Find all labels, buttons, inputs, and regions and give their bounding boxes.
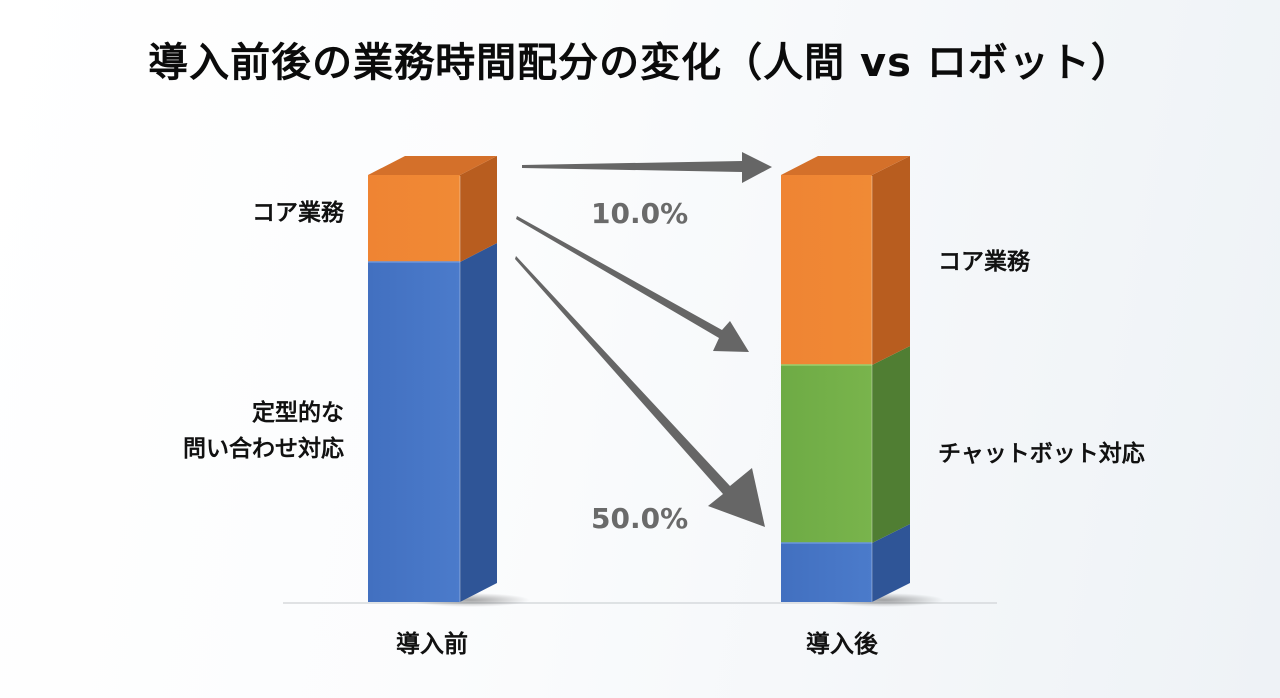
bar-after [781, 156, 910, 602]
bar-before-routine-segment [368, 262, 460, 602]
bar-after-chatbot-segment [781, 365, 872, 543]
label-before-routine-line2: 問い合わせ対応 [183, 436, 344, 462]
arrow-core-icon [522, 152, 772, 183]
arrow-routine-to-core-icon [516, 216, 749, 352]
label-after-core: コア業務 [938, 249, 1030, 275]
arrow-routine-to-chatbot-icon [515, 256, 765, 527]
x-label-before: 導入前 [396, 630, 468, 658]
bar-before-core-segment [368, 175, 460, 262]
annotation-10pct: 10.0% [591, 197, 689, 230]
arrows [515, 152, 772, 527]
label-before-routine-line1: 定型的な [252, 400, 344, 426]
label-before-core: コア業務 [252, 200, 344, 226]
x-label-after: 導入後 [806, 630, 878, 658]
bar-before [368, 156, 497, 602]
chart-title: 導入前後の業務時間配分の変化（人間 vs ロボット） [148, 40, 1132, 86]
annotation-50pct: 50.0% [591, 502, 689, 535]
bar-after-core-segment [781, 175, 872, 365]
bar-after-routine-segment [781, 543, 872, 602]
label-after-chatbot: チャットボット対応 [938, 441, 1145, 467]
